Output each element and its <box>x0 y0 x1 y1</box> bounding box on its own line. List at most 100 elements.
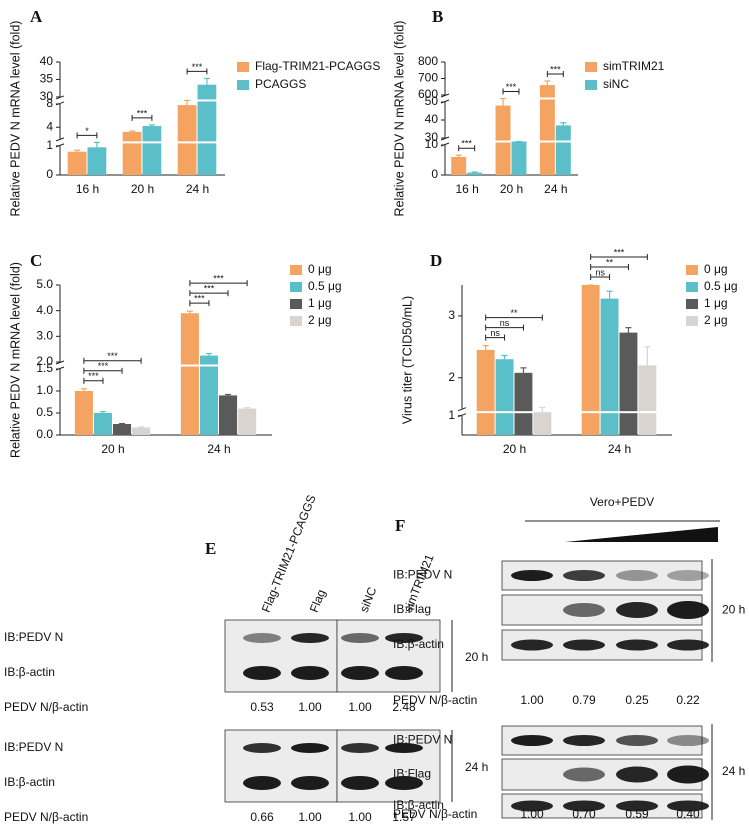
legend-label: 0 μg <box>308 262 332 276</box>
bar <box>87 147 107 175</box>
ratio-value: 0.53 <box>250 700 274 714</box>
legend-swatch <box>290 316 302 326</box>
row-label: IB:β-actin <box>4 775 55 789</box>
ratio-label: PEDV N/β-actin <box>4 810 88 824</box>
bar <box>142 126 162 175</box>
legend-swatch <box>290 282 302 292</box>
sig-label: *** <box>461 139 472 149</box>
legend-swatch <box>290 299 302 309</box>
blot-band <box>667 765 709 784</box>
y-tick-label: 30 <box>40 89 54 103</box>
y-tick-label: 600 <box>418 87 438 101</box>
blot-band <box>667 601 709 619</box>
bar <box>600 298 619 435</box>
blot-band <box>616 639 658 651</box>
ratio-value: 1.00 <box>298 810 322 824</box>
y-tick-label: 0 <box>431 167 438 181</box>
legend-label: Flag-TRIM21-PCAGGS <box>255 59 380 73</box>
x-tick-label: 24 h <box>186 182 209 196</box>
blot-band <box>511 639 553 651</box>
legend-swatch <box>290 265 302 275</box>
dose-triangle <box>565 527 718 542</box>
ratio-label: PEDV N/β-actin <box>393 807 477 821</box>
y-axis-label: Virus titer (TCID50/mL) <box>400 296 414 424</box>
ratio-value: 1.57 <box>392 810 416 824</box>
blot-band <box>341 743 379 753</box>
sig-label: *** <box>213 274 224 284</box>
y-tick-label: 1 <box>448 408 455 422</box>
bar <box>467 172 483 175</box>
legend-label: 2 μg <box>308 313 332 327</box>
blot-band <box>243 633 281 643</box>
ratio-value: 0.59 <box>625 807 649 821</box>
sig-label: *** <box>614 247 625 257</box>
ratio-value: 2.48 <box>392 700 416 714</box>
ratio-value: 1.00 <box>520 693 544 707</box>
y-axis-label: Relative PEDV N mRNA level (fold) <box>8 21 22 217</box>
bar <box>219 395 238 435</box>
bar-break <box>122 141 142 144</box>
bar <box>533 412 552 435</box>
bar-break <box>197 99 217 102</box>
blot-band <box>667 570 709 581</box>
time-label: 24 h <box>722 764 745 778</box>
sig-label: *** <box>107 351 118 361</box>
bar <box>476 349 495 435</box>
bar-break <box>555 140 572 143</box>
lane-label: Flag <box>307 587 329 614</box>
legend-label: PCAGGS <box>255 77 306 91</box>
y-tick-label: 3.0 <box>36 329 53 343</box>
blot-band <box>291 776 329 790</box>
legend-swatch <box>686 282 698 292</box>
row-label: IB:Flag <box>393 602 431 616</box>
blot-box <box>336 729 441 803</box>
blot-band <box>243 666 281 680</box>
bar-break <box>539 140 556 143</box>
bar <box>581 285 600 435</box>
axis-break <box>457 407 467 412</box>
sig-label: ns <box>500 318 510 328</box>
blot-band <box>563 639 605 651</box>
bar-break <box>495 140 511 143</box>
blot-band <box>616 570 658 581</box>
ratio-value: 0.79 <box>572 693 596 707</box>
blot-band <box>291 743 329 753</box>
legend-label: 0 μg <box>704 262 728 276</box>
blot-band <box>563 603 605 617</box>
blot-box <box>224 619 338 693</box>
row-label: IB:PEDV N <box>4 740 63 754</box>
bar <box>74 391 93 435</box>
bar-break <box>619 411 638 414</box>
y-tick-label: 5.0 <box>36 277 53 291</box>
row-label: IB:PEDV N <box>4 630 63 644</box>
y-tick-label: 35 <box>40 72 54 86</box>
bar <box>555 125 571 175</box>
lane-label: siNC <box>357 585 380 615</box>
blot-band <box>385 633 423 643</box>
blot-band <box>291 633 329 643</box>
y-tick-label: 800 <box>418 54 438 68</box>
ratio-value: 0.22 <box>676 693 700 707</box>
sig-label: ** <box>510 308 518 318</box>
x-tick-label: 20 h <box>500 182 523 196</box>
bar <box>514 372 533 435</box>
bar <box>132 427 151 435</box>
blot-band <box>563 570 605 581</box>
sig-label: ns <box>595 267 605 277</box>
sig-label: *** <box>137 108 148 118</box>
legend-swatch <box>237 62 249 72</box>
panel-label: E <box>205 539 216 558</box>
row-label: IB:PEDV N <box>393 568 452 582</box>
y-tick-label: 3 <box>448 308 455 322</box>
blot-band <box>563 800 605 812</box>
panel-label: A <box>30 7 43 26</box>
bar-break <box>600 411 619 414</box>
panel-label: C <box>30 251 42 270</box>
row-label: IB:β-actin <box>393 637 444 651</box>
blot-band <box>616 602 658 618</box>
blot-band <box>616 766 658 783</box>
bar-break <box>539 97 556 100</box>
bar-break <box>637 411 657 414</box>
x-tick-label: 24 h <box>207 442 230 456</box>
